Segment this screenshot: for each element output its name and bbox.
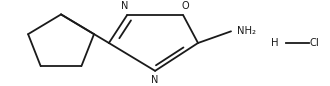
Text: Cl: Cl [310, 38, 319, 48]
Text: H: H [271, 38, 279, 48]
Text: NH₂: NH₂ [237, 26, 256, 36]
Text: N: N [121, 1, 128, 11]
Text: N: N [151, 75, 159, 85]
Text: O: O [182, 1, 190, 11]
